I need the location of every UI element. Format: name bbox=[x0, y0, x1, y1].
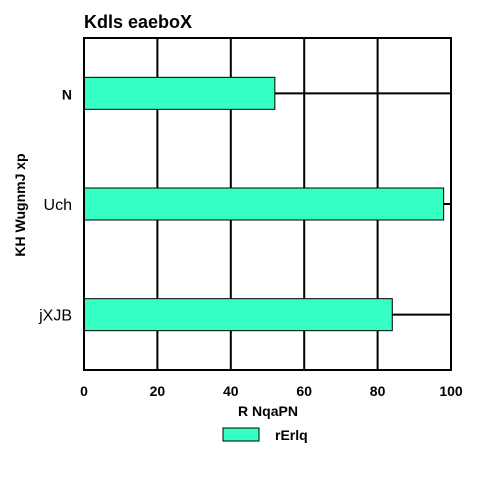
x-tick-label-0: 0 bbox=[80, 383, 88, 399]
y-tick-labels: N Uch jXJB bbox=[38, 86, 72, 324]
bar-extension-lines bbox=[274, 92, 451, 316]
x-tick-label-4: 80 bbox=[370, 383, 386, 399]
y-axis-label: KH WugnmJ xp bbox=[12, 153, 28, 256]
legend: rErlq bbox=[222, 427, 308, 443]
plot-frame bbox=[83, 37, 452, 371]
legend-swatch bbox=[222, 427, 260, 442]
y-tick-label-2: jXJB bbox=[38, 308, 72, 325]
legend-label: rErlq bbox=[275, 427, 308, 443]
x-tick-label-1: 20 bbox=[150, 383, 166, 399]
x-tick-label-5: 100 bbox=[439, 383, 463, 399]
x-tick-label-2: 40 bbox=[223, 383, 239, 399]
bar-0 bbox=[83, 76, 276, 110]
y-tick-label-0: N bbox=[62, 86, 72, 102]
x-tick-labels: 0 20 40 60 80 100 bbox=[80, 383, 463, 399]
x-tick-label-3: 60 bbox=[296, 383, 312, 399]
x-axis-label: R NqaPN bbox=[238, 403, 298, 419]
bar-2 bbox=[83, 298, 393, 332]
y-tick-label-1: Uch bbox=[44, 197, 72, 214]
bars bbox=[83, 76, 445, 332]
chart-title: Kdls eaeboX bbox=[84, 12, 192, 32]
bar-1 bbox=[83, 187, 445, 221]
